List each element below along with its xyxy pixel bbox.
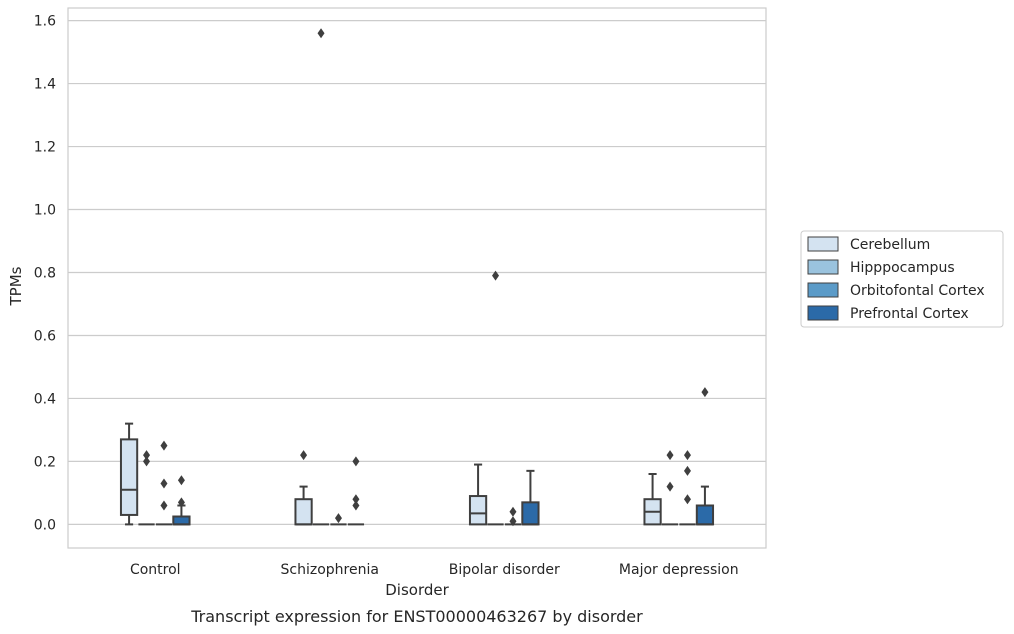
outlier-point	[683, 494, 691, 505]
y-tick-label: 0.0	[34, 517, 56, 533]
box-plot-groups	[119, 28, 715, 527]
y-axis-label: TPMs	[7, 266, 25, 306]
outlier-point	[683, 465, 691, 476]
y-tick-label: 1.4	[34, 77, 56, 93]
legend-item: Prefrontal Cortex	[807, 305, 969, 322]
x-axis-label: Disorder	[385, 581, 449, 599]
outlier-point	[160, 500, 168, 511]
outlier-point	[666, 450, 674, 461]
legend-items: Cerebellum Hipppocampus Orbitofontal Corte…	[807, 236, 985, 322]
legend-item: Cerebellum	[807, 236, 930, 253]
legend-item: Orbitofontal Cortex	[807, 282, 985, 299]
box-group	[294, 28, 365, 526]
legend-swatch	[807, 259, 839, 275]
box-rect	[521, 501, 540, 526]
y-tick-label: 0.8	[34, 265, 56, 281]
outlier-point	[492, 270, 500, 281]
legend-frame	[800, 230, 1004, 328]
y-tick-label: 0.4	[34, 391, 56, 407]
outlier-point	[509, 516, 517, 527]
outlier-point	[352, 456, 360, 467]
y-tick-label: 1.0	[34, 203, 56, 219]
legend-swatch	[807, 236, 839, 252]
outlier-point	[352, 500, 360, 511]
x-tick-label: Schizophrenia	[281, 562, 379, 578]
x-tick-label: Bipolar disorder	[449, 562, 560, 578]
box-group	[119, 422, 191, 526]
box-rect	[468, 495, 488, 526]
box-rect	[119, 438, 139, 516]
outlier-point	[352, 494, 360, 505]
outlier-point	[300, 450, 308, 461]
legend-swatch	[807, 282, 839, 298]
y-tick-label: 1.6	[34, 14, 56, 30]
legend-label: Orbitofontal Cortex	[850, 283, 985, 299]
outlier-point	[143, 450, 151, 461]
box-rect	[294, 498, 313, 526]
outlier-point	[160, 440, 168, 451]
outlier-point	[683, 450, 691, 461]
legend-item: Hipppocampus	[807, 259, 955, 276]
box-group	[468, 270, 540, 527]
y-tick-label: 0.2	[34, 454, 56, 470]
legend-label: Prefrontal Cortex	[850, 306, 969, 322]
outlier-point	[143, 456, 151, 467]
plot-frame	[67, 7, 767, 549]
grid-lines	[68, 19, 766, 525]
outlier-point	[334, 513, 342, 524]
box-group	[643, 387, 715, 526]
y-tick-label: 0.6	[34, 328, 56, 344]
outlier-point	[160, 478, 168, 489]
x-tick-label: Major depression	[619, 562, 739, 578]
y-axis-ticks: 0.0 0.2 0.4 0.6 0.8 1.0 1.2 1.4 1.6	[34, 14, 56, 534]
outlier-point	[666, 481, 674, 492]
outlier-point	[177, 497, 185, 508]
legend-label: Hipppocampus	[850, 260, 955, 276]
legend-swatch	[807, 305, 839, 321]
legend-label: Cerebellum	[850, 237, 930, 253]
outlier-point	[701, 387, 709, 398]
x-tick-label: Control	[130, 562, 181, 578]
box-rect	[172, 515, 191, 526]
outlier-point	[509, 506, 517, 517]
legend: Cerebellum Hipppocampus Orbitofontal Corte…	[800, 230, 1004, 328]
outlier-point	[317, 28, 325, 39]
x-axis-ticks: Control Schizophrenia Bipolar disorder Majo…	[130, 562, 739, 578]
outlier-point	[177, 475, 185, 486]
y-tick-label: 1.2	[34, 140, 56, 156]
chart-caption: Transcript expression for ENST0000046326…	[190, 607, 643, 626]
box-rect	[695, 504, 715, 526]
